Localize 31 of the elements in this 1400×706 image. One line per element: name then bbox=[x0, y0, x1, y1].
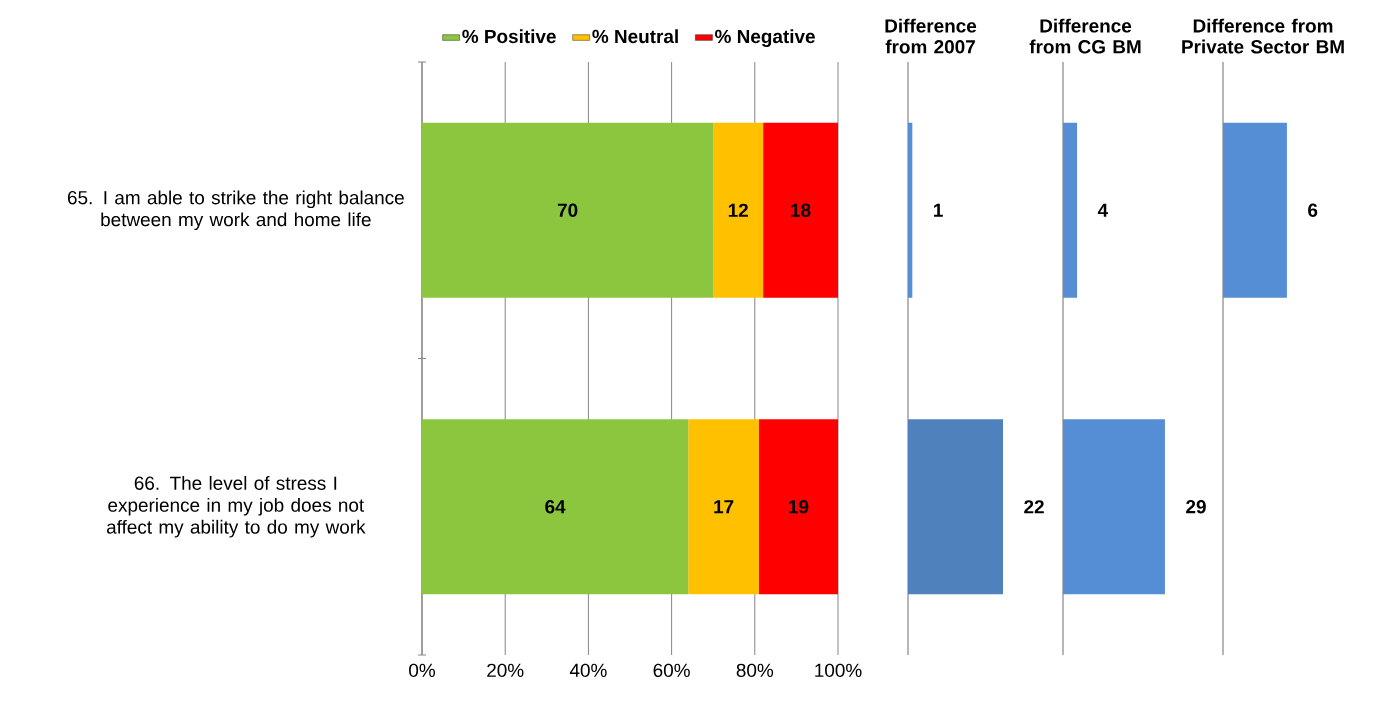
data-label: 12 bbox=[728, 203, 748, 217]
bar bbox=[422, 122, 714, 298]
bar bbox=[422, 419, 689, 595]
data-label: 6 bbox=[1308, 203, 1318, 217]
x-tick-label: 0% bbox=[409, 663, 435, 678]
data-label: 1 bbox=[934, 203, 943, 217]
bar bbox=[758, 419, 839, 595]
data-label: 70 bbox=[557, 203, 578, 217]
bar bbox=[688, 419, 759, 595]
data-label: 18 bbox=[791, 203, 811, 217]
data-label: 19 bbox=[789, 500, 809, 514]
y-tick-label: 66. The level of stress I experience in my job does not affect my ability to do my work bbox=[106, 476, 366, 538]
data-label: 4 bbox=[1097, 203, 1109, 217]
data-label: 29 bbox=[1186, 500, 1206, 514]
chart-title: Difference from 2007 bbox=[885, 18, 977, 54]
legend-label: % Negative bbox=[715, 29, 815, 47]
x-tick-label: 40% bbox=[569, 663, 607, 678]
legend-label: % Neutral bbox=[592, 29, 678, 44]
chart-title: Difference from Private Sector BM bbox=[1182, 18, 1344, 54]
bar bbox=[763, 122, 839, 298]
x-tick-label: 20% bbox=[487, 663, 524, 678]
bar bbox=[713, 122, 764, 298]
x-tick-label: 100% bbox=[815, 663, 862, 678]
data-label: 17 bbox=[714, 500, 734, 514]
data-label: 64 bbox=[545, 500, 566, 514]
chart-title: Difference from CG BM bbox=[1029, 18, 1141, 54]
x-tick-label: 80% bbox=[736, 663, 774, 678]
x-tick-label: 60% bbox=[653, 663, 690, 678]
y-tick-label: 65. I am able to strike the right balance between my work and home life bbox=[67, 190, 404, 231]
data-label: 22 bbox=[1024, 500, 1044, 514]
legend-label: % Positive bbox=[462, 29, 556, 44]
